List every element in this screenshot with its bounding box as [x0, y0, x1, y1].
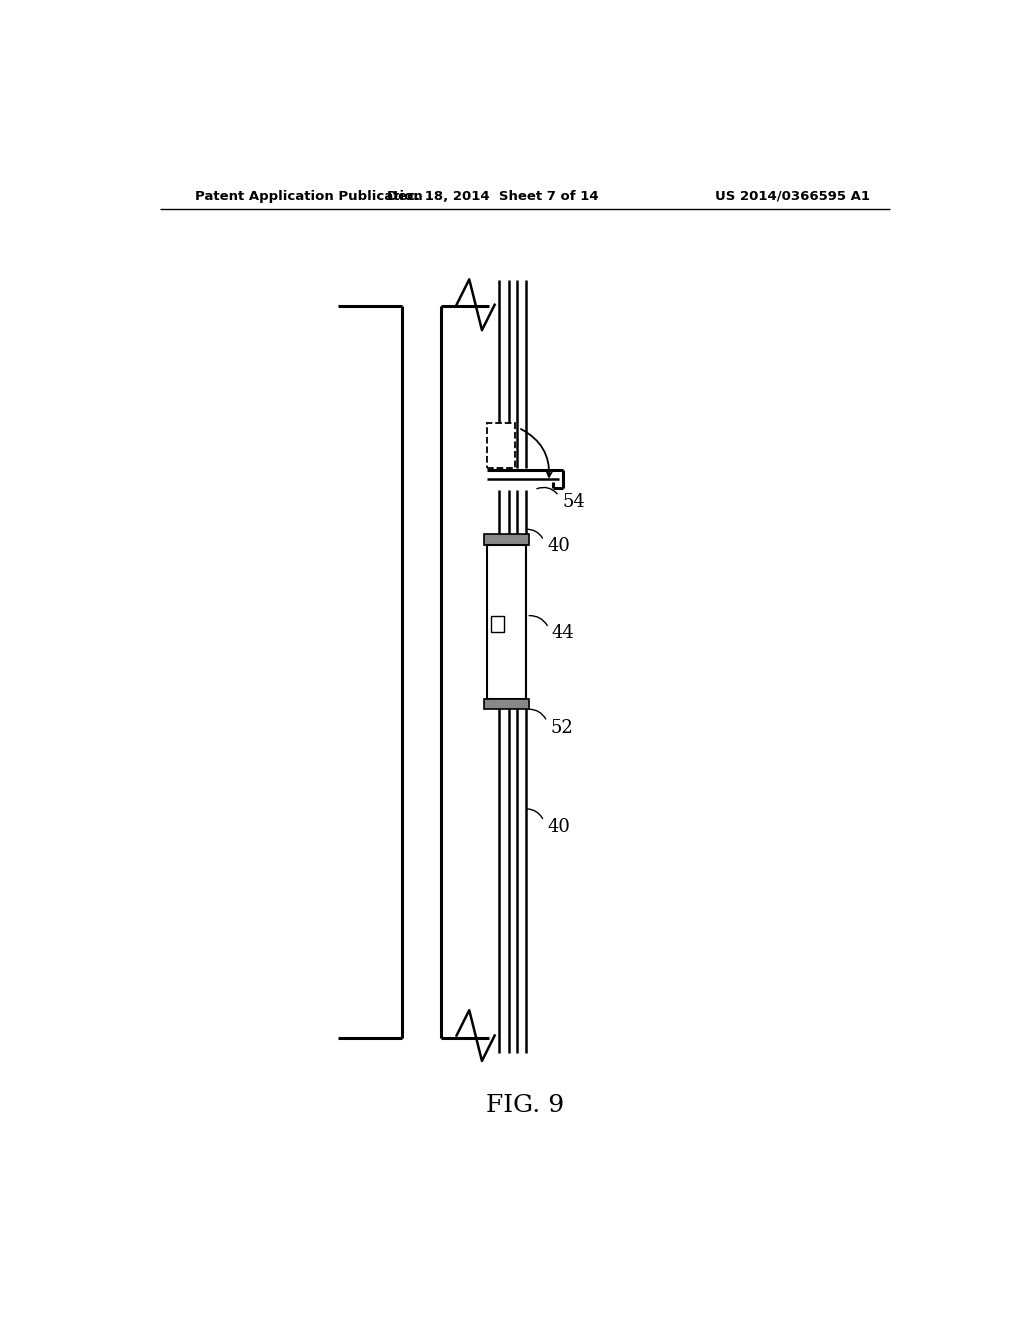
- Bar: [484, 700, 528, 709]
- Text: 44: 44: [552, 624, 574, 642]
- Text: 52: 52: [550, 718, 573, 737]
- Text: 54: 54: [563, 492, 586, 511]
- Text: Patent Application Publication: Patent Application Publication: [196, 190, 423, 202]
- Text: 40: 40: [547, 818, 570, 836]
- Text: Dec. 18, 2014  Sheet 7 of 14: Dec. 18, 2014 Sheet 7 of 14: [387, 190, 599, 202]
- Text: 40: 40: [547, 537, 570, 554]
- Text: FIG. 9: FIG. 9: [485, 1094, 564, 1117]
- Bar: [492, 615, 504, 632]
- Bar: [486, 422, 515, 469]
- Bar: [486, 545, 526, 700]
- Bar: [484, 535, 528, 545]
- Text: US 2014/0366595 A1: US 2014/0366595 A1: [715, 190, 870, 202]
